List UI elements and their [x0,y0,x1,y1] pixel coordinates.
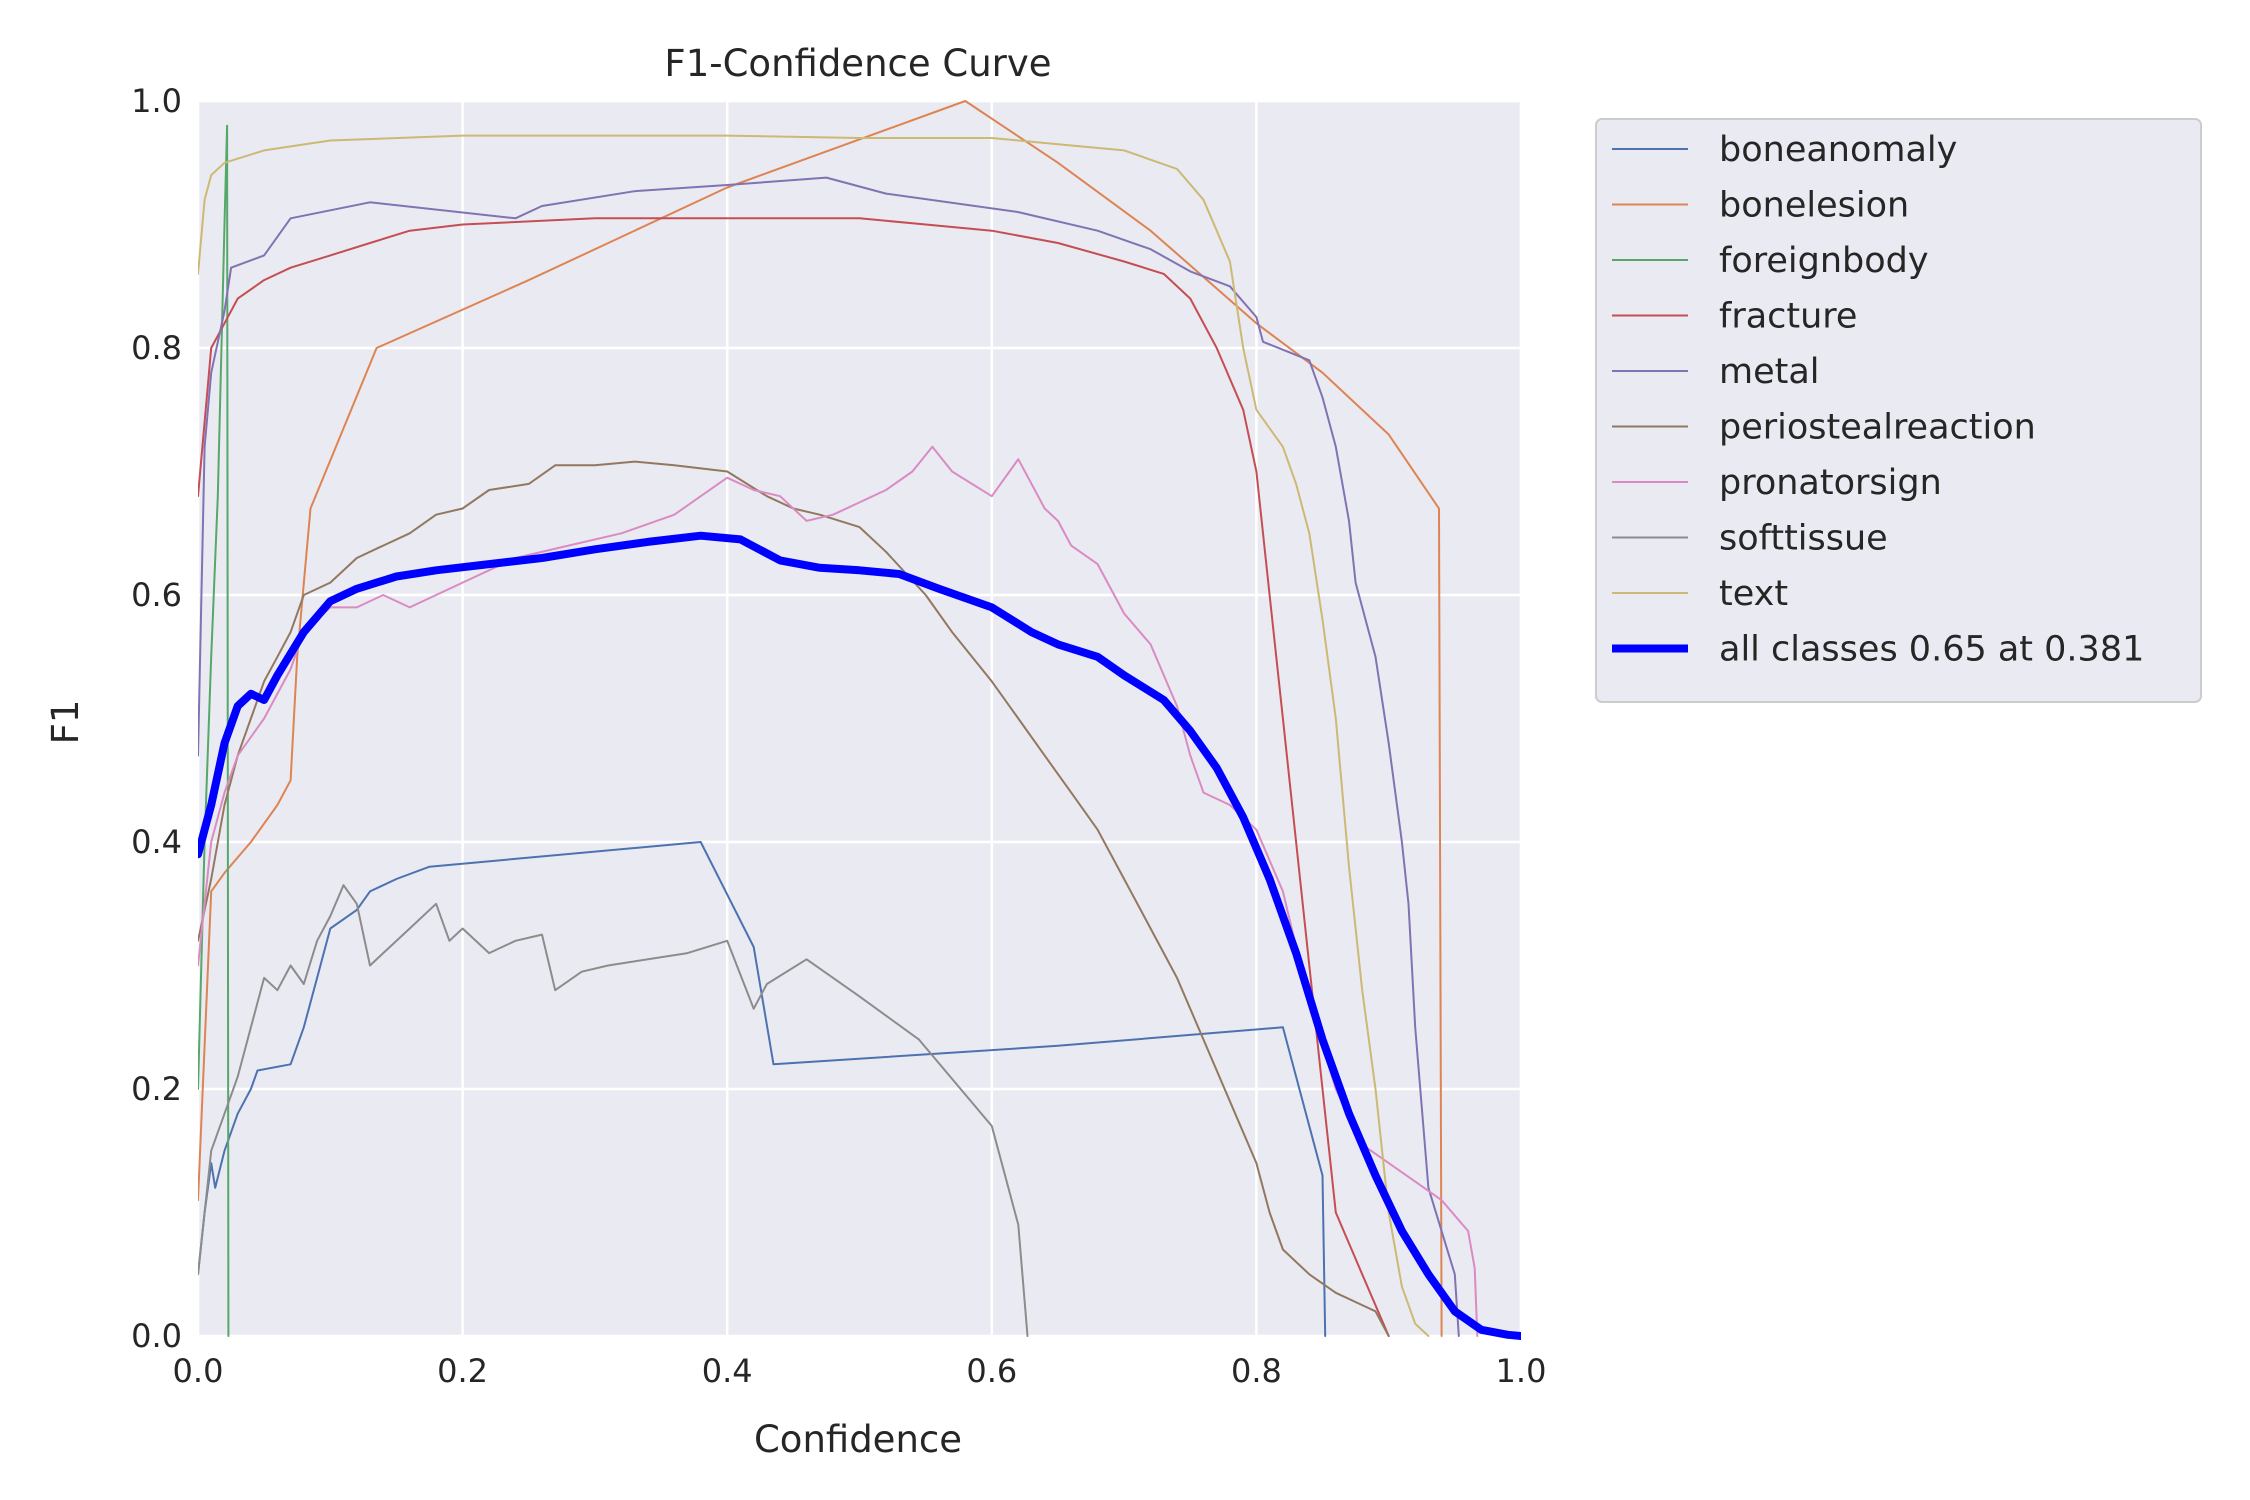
series-line-all [198,531,1521,1340]
y-tick-label: 0.0 [131,1317,182,1355]
plot-area [196,99,1523,1340]
x-tick-label: 0.0 [173,1352,224,1390]
legend-label: pronatorsign [1719,463,1942,503]
legend-label: bonelesion [1719,186,1909,226]
legend-label: foreignbody [1719,241,1929,281]
legend-label: metal [1719,352,1820,392]
legend-box [1595,118,2202,703]
grid-lines [196,99,1523,1338]
legend-label: periostealreaction [1719,408,2036,448]
x-tick-label: 0.2 [437,1352,488,1390]
x-tick-label: 1.0 [1496,1352,1547,1390]
y-tick-label: 0.4 [131,823,182,861]
legend-label: softtissue [1719,519,1888,559]
y-tick-label: 1.0 [131,82,182,120]
series-line-softtissue [198,884,1029,1337]
y-axis-title: F1 [44,700,87,745]
series-line-boneanomaly [198,841,1327,1337]
legend-label: all classes 0.65 at 0.381 [1719,630,2144,670]
series-line-bonelesion [198,100,1443,1337]
legend: boneanomaly bonelesion foreignbody fracture… [1595,118,2202,703]
y-tick-label: 0.8 [131,329,182,367]
x-tick-label: 0.6 [966,1352,1017,1390]
y-tick-labels: 0.0 0.2 0.4 0.6 0.8 1.0 [131,82,182,1355]
legend-label: fracture [1719,297,1857,337]
series-lines [198,100,1521,1340]
chart-title: F1-Confidence Curve [664,42,1051,85]
y-tick-label: 0.6 [131,576,182,614]
x-tick-label: 0.4 [702,1352,753,1390]
plot-background [198,101,1521,1336]
legend-label: boneanomaly [1719,130,1957,170]
legend-label: text [1719,574,1788,614]
series-line-metal [198,176,1460,1337]
y-tick-label: 0.2 [131,1070,182,1108]
series-line-fracture [198,217,1390,1337]
x-tick-label: 0.8 [1231,1352,1282,1390]
x-tick-labels: 0.0 0.2 0.4 0.6 0.8 1.0 [173,1352,1547,1390]
series-line-text [198,134,1430,1337]
x-axis-title: Confidence [754,1418,962,1461]
